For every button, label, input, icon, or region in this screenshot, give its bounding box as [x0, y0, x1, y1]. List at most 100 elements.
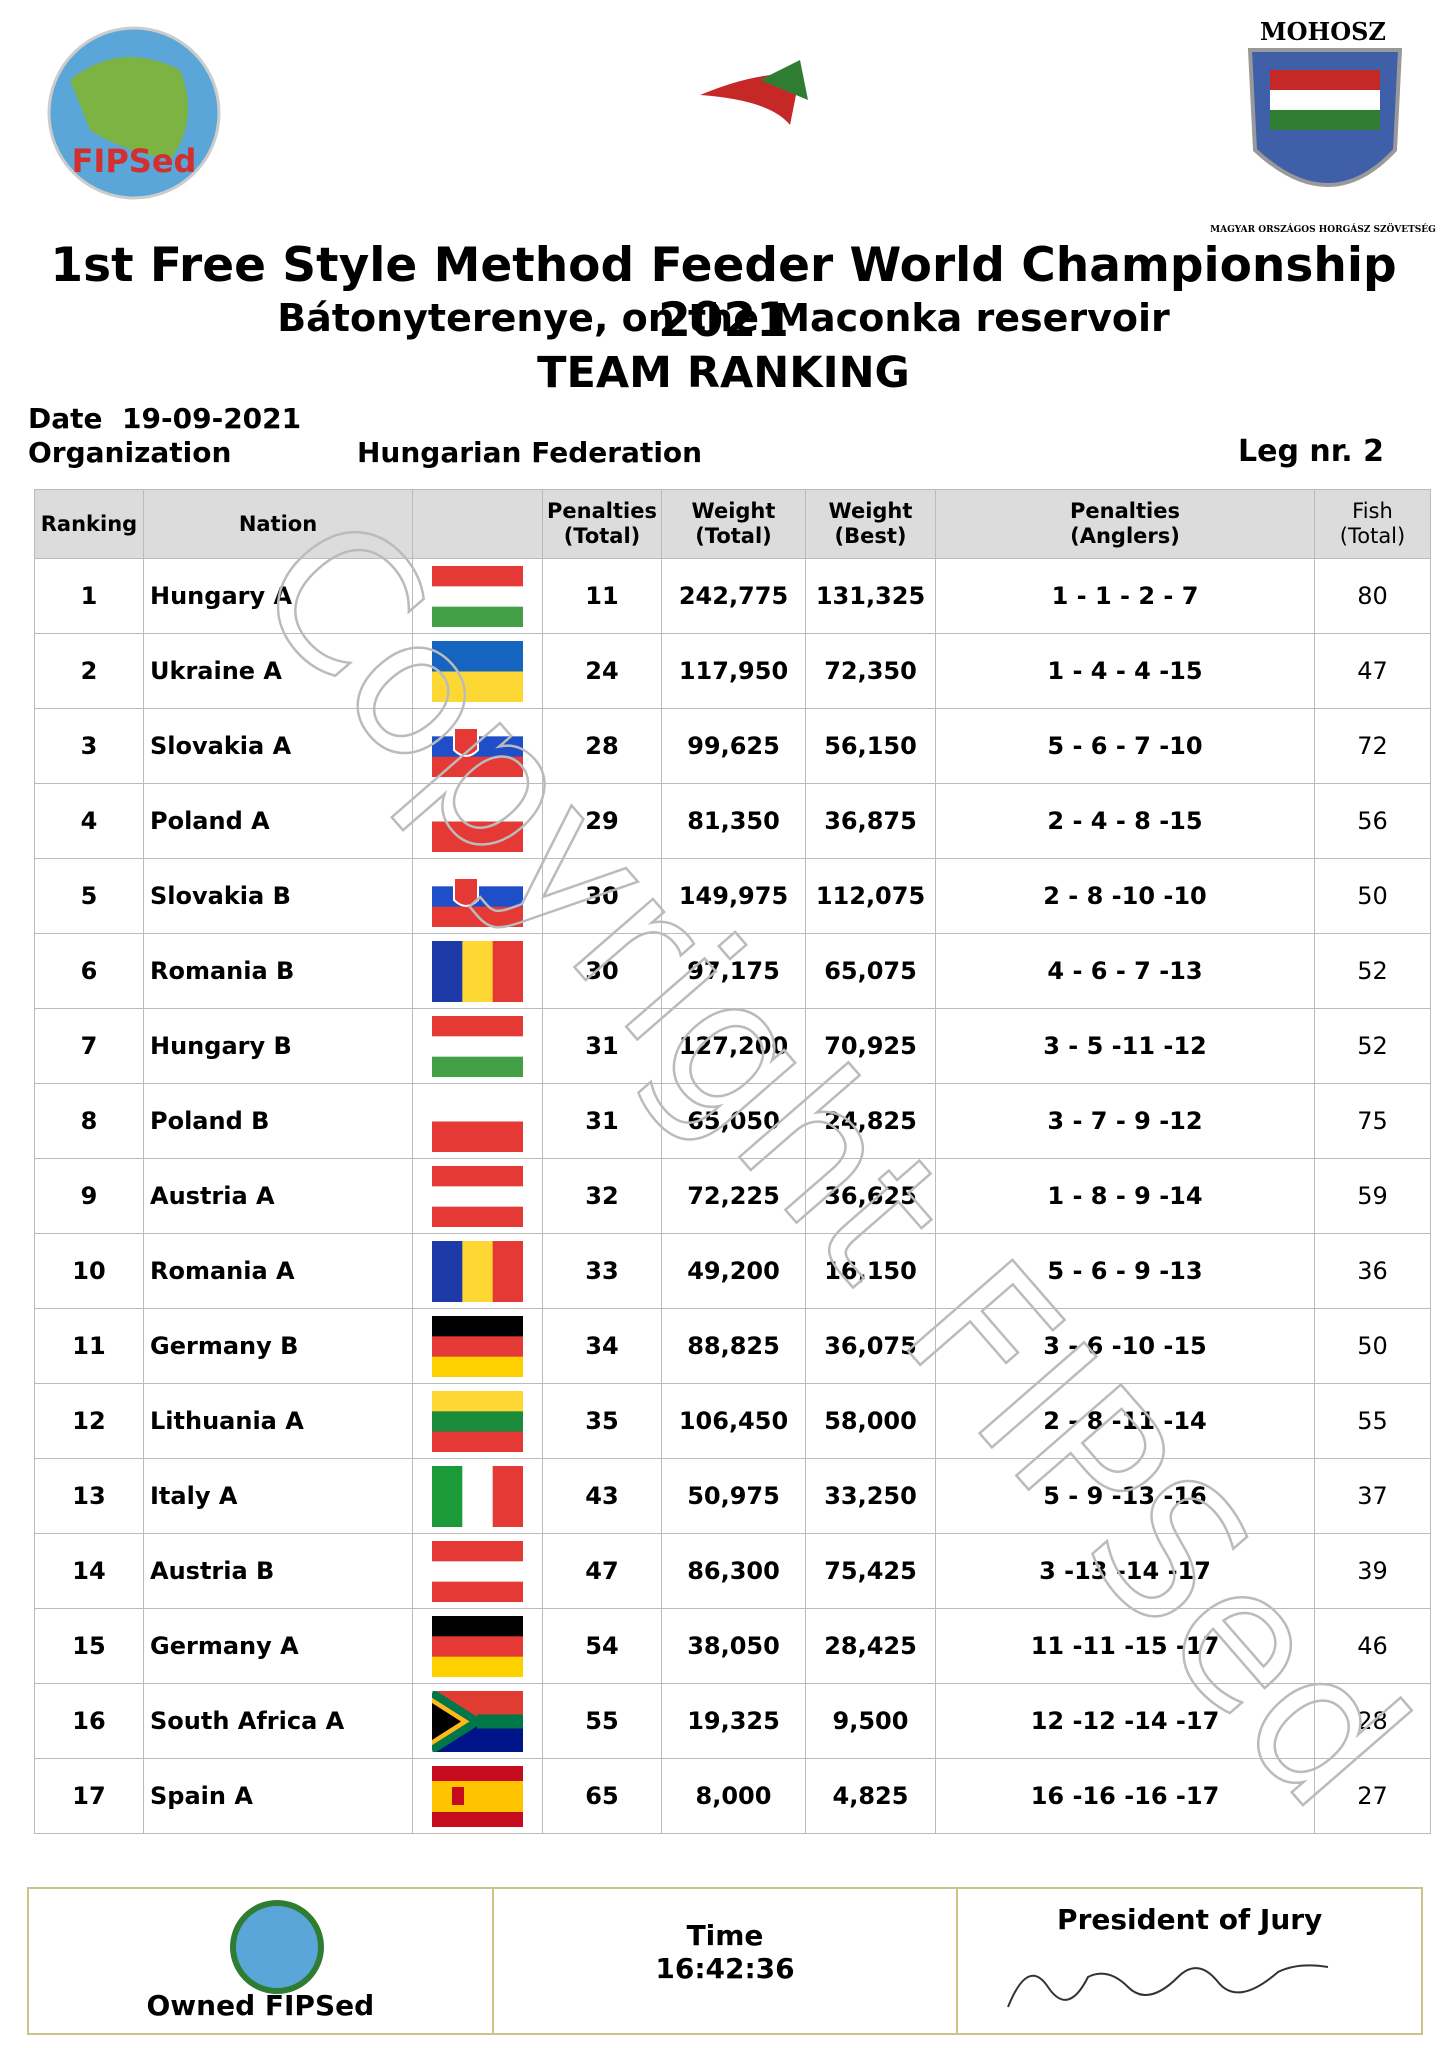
header-line: Fish [1352, 499, 1393, 523]
cell: 31 [542, 1008, 662, 1084]
flag-stripe [432, 606, 523, 627]
event-logo-part [760, 60, 808, 100]
flag [432, 1240, 523, 1302]
cell: 50,975 [661, 1458, 806, 1534]
cell: 36,875 [805, 783, 936, 859]
flag-stripe [432, 1581, 523, 1602]
flag-cell [412, 1533, 543, 1609]
leg-number: 2 [1363, 434, 1384, 469]
flag [432, 565, 523, 627]
flag-cell [412, 1383, 543, 1459]
cell: 8,000 [661, 1758, 806, 1834]
cell: 65 [542, 1758, 662, 1834]
flag [432, 1465, 523, 1527]
shield-band [1270, 90, 1380, 110]
flag-stripe [432, 821, 523, 852]
flag-stripe [462, 1240, 494, 1302]
cell: 8 [34, 1083, 144, 1159]
flag-stripe [432, 1206, 523, 1227]
flag-stripe [432, 1410, 523, 1432]
cell: 3 - 6 -10 -15 [935, 1308, 1315, 1384]
header-line: Ranking [40, 511, 138, 536]
table-row: 7 Hungary B 31 127,200 70,925 3 - 5 -11 -12 52 [34, 1008, 1431, 1084]
cell: 47 [1314, 633, 1431, 709]
date-row: Date 19-09-2021 [28, 402, 301, 435]
flag [432, 940, 523, 1002]
flag-stripe [432, 1615, 523, 1637]
cell: 13 [34, 1458, 144, 1534]
leg: Leg nr. 2 [1238, 434, 1384, 469]
cell: 9 [34, 1158, 144, 1234]
cell: Slovakia B [143, 858, 413, 934]
flag-stripe [432, 1015, 523, 1037]
leg-label: Leg nr. [1238, 434, 1353, 469]
column-header [412, 489, 543, 559]
flag-band [432, 1702, 461, 1740]
cell: 50 [1314, 1308, 1431, 1384]
flag-cell [412, 558, 543, 634]
cell: 52 [1314, 1008, 1431, 1084]
flag-cell [412, 783, 543, 859]
cell: 16 [34, 1683, 144, 1759]
cell: 3 - 5 -11 -12 [935, 1008, 1315, 1084]
title: 1st Free Style Method Feeder World Champ… [50, 238, 1397, 348]
cell: 3 - 7 - 9 -12 [935, 1083, 1315, 1159]
cell: 5 - 6 - 9 -13 [935, 1233, 1315, 1309]
flag-stripe [432, 1185, 523, 1207]
cell: 6 [34, 933, 144, 1009]
cell: 36,075 [805, 1308, 936, 1384]
table-row: 14 Austria B 47 86,300 75,425 3 -13 -14 -17 39 [34, 1533, 1431, 1609]
event-logo [700, 74, 800, 125]
cell: 2 - 4 - 8 -15 [935, 783, 1315, 859]
flag [432, 1090, 523, 1152]
flag-stripe [432, 906, 523, 927]
cell: 33 [542, 1233, 662, 1309]
flag-stripe [432, 1056, 523, 1077]
cell: Germany A [143, 1608, 413, 1684]
cell: 30 [542, 933, 662, 1009]
flag-stripe [432, 1090, 523, 1122]
mohosz-title: MOHOSZ [1260, 17, 1386, 46]
flag-stripe [432, 1656, 523, 1677]
cell: 17 [34, 1758, 144, 1834]
cell: 131,325 [805, 558, 936, 634]
cell: 30 [542, 858, 662, 934]
flag [432, 1390, 523, 1452]
flag-stripe [462, 940, 494, 1002]
jury-label: President of Jury [1057, 1903, 1323, 1936]
column-header: Ranking [34, 489, 144, 559]
cell: Austria B [143, 1533, 413, 1609]
table-row: 10 Romania A 33 49,200 16,150 5 - 6 - 9 -13 36 [34, 1233, 1431, 1309]
flag-cell [412, 1308, 543, 1384]
header-line: (Total) [563, 524, 641, 548]
cell: 65,075 [805, 933, 936, 1009]
cell: 75 [1314, 1083, 1431, 1159]
header-line: Nation [238, 511, 318, 536]
date: 19-09-2021 [122, 402, 302, 435]
cell: 10 [34, 1233, 144, 1309]
cell: 75,425 [805, 1533, 936, 1609]
footer-time: Time 16:42:36 [494, 1889, 959, 2033]
flag-stripe [432, 1540, 523, 1562]
shield-band [1270, 110, 1380, 130]
cell: Poland B [143, 1083, 413, 1159]
header-line: (Anglers) [1070, 524, 1180, 548]
cell: 34 [542, 1308, 662, 1384]
flag-stripe [432, 1356, 523, 1377]
cell: 28 [1314, 1683, 1431, 1759]
cell: 72,350 [805, 633, 936, 709]
cell: 70,925 [805, 1008, 936, 1084]
cell: Germany B [143, 1308, 413, 1384]
header-line: Penalties [1070, 499, 1180, 523]
cell: 149,975 [661, 858, 806, 934]
flag-stripe [432, 1465, 463, 1527]
flag-cell [412, 1608, 543, 1684]
table-row: 2 Ukraine A 24 117,950 72,350 1 - 4 - 4 -15 47 [34, 633, 1431, 709]
column-header: Fish (Total) [1314, 489, 1431, 559]
cell: 32 [542, 1158, 662, 1234]
flag-stripe [492, 940, 523, 1002]
cell: 36,625 [805, 1158, 936, 1234]
